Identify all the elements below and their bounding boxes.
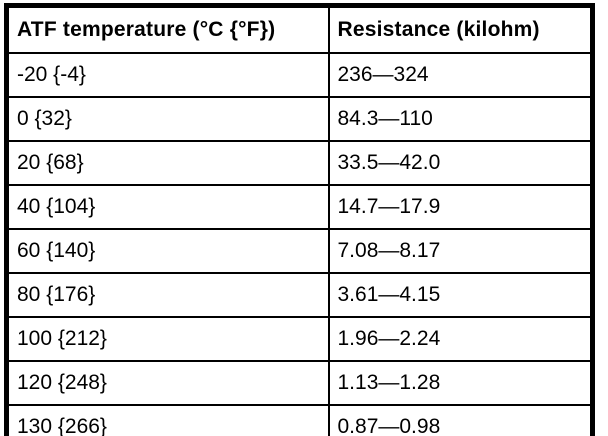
table-row: 0 {32} 84.3—110 <box>5 96 594 142</box>
resistance-cell: 7.08—8.17 <box>327 228 594 274</box>
temp-header: ATF temperature (°C {°F}) <box>5 4 330 54</box>
temp-cell: 120 {248} <box>5 360 330 406</box>
temp-cell: 100 {212} <box>5 316 330 362</box>
resistance-header: Resistance (kilohm) <box>327 4 594 54</box>
table-row: 40 {104} 14.7—17.9 <box>5 184 594 230</box>
atf-resistance-table: ATF temperature (°C {°F}) Resistance (ki… <box>4 3 595 436</box>
temp-cell: 80 {176} <box>5 272 330 318</box>
table-row: -20 {-4} 236—324 <box>5 52 594 98</box>
temp-cell: 20 {68} <box>5 140 330 186</box>
resistance-cell: 0.87—0.98 <box>327 404 594 436</box>
resistance-cell: 236—324 <box>327 52 594 98</box>
table-row: 120 {248} 1.13—1.28 <box>5 360 594 406</box>
resistance-cell: 1.13—1.28 <box>327 360 594 406</box>
resistance-cell: 33.5—42.0 <box>327 140 594 186</box>
temp-cell: 60 {140} <box>5 228 330 274</box>
temp-cell: 40 {104} <box>5 184 330 230</box>
temp-cell: 130 {266} <box>5 404 330 436</box>
resistance-cell: 3.61—4.15 <box>327 272 594 318</box>
header-row: ATF temperature (°C {°F}) Resistance (ki… <box>5 4 594 54</box>
resistance-cell: 1.96—2.24 <box>327 316 594 362</box>
temp-cell: -20 {-4} <box>5 52 330 98</box>
table-row: 100 {212} 1.96—2.24 <box>5 316 594 362</box>
temp-cell: 0 {32} <box>5 96 330 142</box>
table-row: 130 {266} 0.87—0.98 <box>5 404 594 436</box>
resistance-cell: 84.3—110 <box>327 96 594 142</box>
resistance-cell: 14.7—17.9 <box>327 184 594 230</box>
table-row: 20 {68} 33.5—42.0 <box>5 140 594 186</box>
table-row: 60 {140} 7.08—8.17 <box>5 228 594 274</box>
table-row: 80 {176} 3.61—4.15 <box>5 272 594 318</box>
